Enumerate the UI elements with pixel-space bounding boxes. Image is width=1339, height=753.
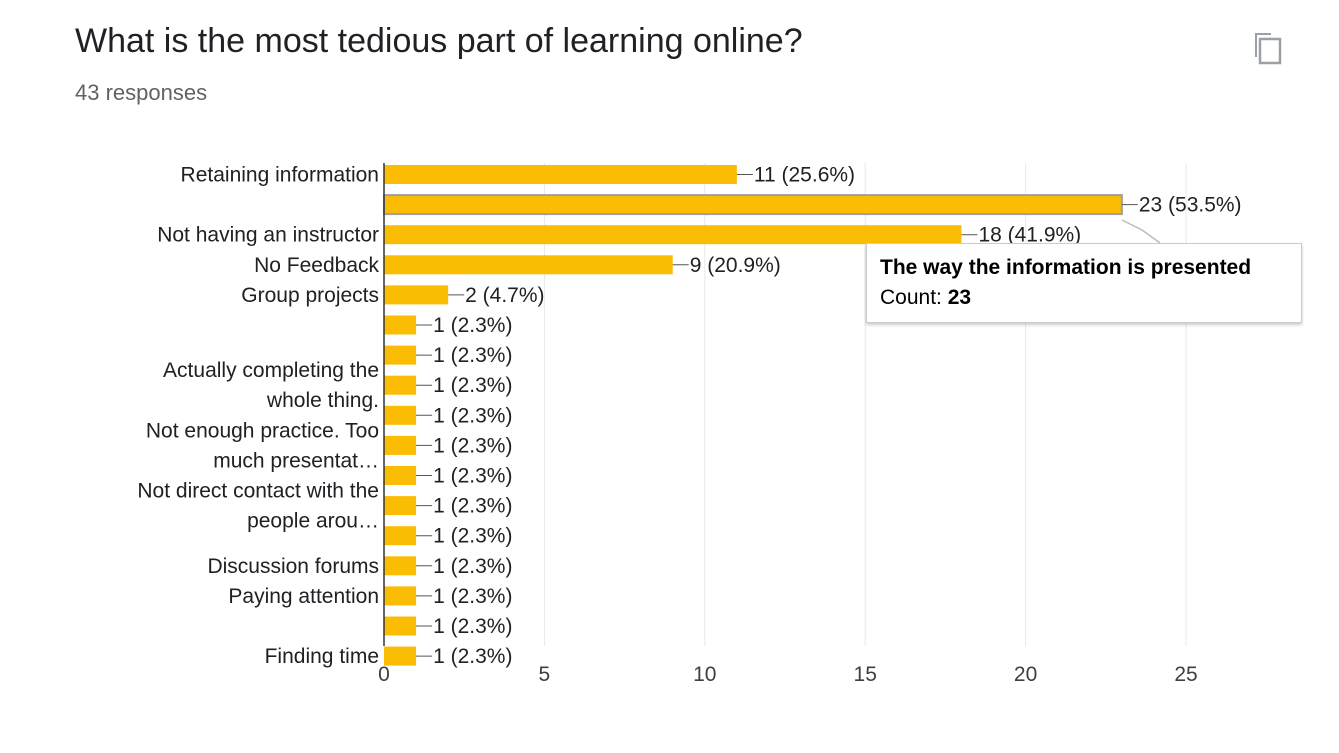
bar xyxy=(384,556,417,576)
category-label: Actually completing the xyxy=(163,359,379,382)
bar xyxy=(384,466,417,485)
bar xyxy=(384,646,417,666)
category-label: whole thing. xyxy=(266,389,379,412)
tooltip-count-value: 23 xyxy=(947,286,972,309)
page-title: What is the most tedious part of learnin… xyxy=(75,22,803,60)
data-label: 18 (41.9%) xyxy=(978,224,1081,247)
bar xyxy=(384,315,417,335)
bar xyxy=(384,165,737,184)
copy-icon xyxy=(1255,33,1282,65)
data-label: 1 (2.3%) xyxy=(433,645,512,668)
x-tick-label: 5 xyxy=(539,663,551,686)
bar xyxy=(384,616,417,636)
category-label: people arou… xyxy=(247,510,379,533)
category-label: Not having an instructor xyxy=(157,224,379,247)
category-label: Finding time xyxy=(265,645,379,668)
data-label: 1 (2.3%) xyxy=(433,404,512,427)
x-tick-label: 10 xyxy=(693,663,716,686)
bar xyxy=(384,285,449,305)
data-label: 1 (2.3%) xyxy=(433,465,512,488)
x-tick-label: 15 xyxy=(854,663,877,686)
category-label: Not direct contact with the xyxy=(137,480,379,503)
x-tick-label: 20 xyxy=(1014,663,1037,686)
bar xyxy=(384,225,962,245)
bar xyxy=(384,496,417,516)
data-label: 1 (2.3%) xyxy=(433,615,512,638)
data-label: 23 (53.5%) xyxy=(1139,194,1242,217)
bar xyxy=(384,405,417,425)
data-label: 1 (2.3%) xyxy=(433,555,512,578)
bar xyxy=(384,435,417,455)
bar xyxy=(383,194,1123,216)
bar xyxy=(384,586,417,606)
category-label: Group projects xyxy=(241,284,379,307)
bar xyxy=(384,526,417,546)
data-label: 9 (20.9%) xyxy=(690,254,781,277)
tooltip-count: Count: 23 xyxy=(880,286,1288,310)
category-label: much presentat… xyxy=(213,449,379,472)
x-tick-label: 25 xyxy=(1174,663,1197,686)
data-label: 2 (4.7%) xyxy=(465,284,544,307)
copy-chart-button[interactable] xyxy=(1250,28,1286,68)
response-count: 43 responses xyxy=(75,80,208,105)
category-label: Paying attention xyxy=(228,585,379,608)
bar xyxy=(384,345,417,365)
tooltip-pointer xyxy=(1121,219,1161,244)
category-label: No Feedback xyxy=(254,254,379,277)
chart-tooltip: The way the information is presented Cou… xyxy=(866,243,1302,323)
tooltip-title: The way the information is presented xyxy=(880,256,1252,279)
data-label: 1 (2.3%) xyxy=(433,344,512,367)
data-label: 1 (2.3%) xyxy=(433,495,512,518)
bar xyxy=(384,375,417,395)
data-label: 11 (25.6%) xyxy=(754,164,855,187)
data-label: 1 (2.3%) xyxy=(433,434,512,457)
category-label: Retaining information xyxy=(181,164,379,187)
data-label: 1 (2.3%) xyxy=(433,314,512,337)
bar xyxy=(384,255,673,275)
category-label: Discussion forums xyxy=(207,555,379,578)
data-label: 1 (2.3%) xyxy=(433,585,512,608)
x-tick-label: 0 xyxy=(378,663,390,686)
data-label: 1 (2.3%) xyxy=(433,525,512,548)
data-label: 1 (2.3%) xyxy=(433,374,512,397)
tooltip-count-label: Count: xyxy=(880,286,948,309)
category-label: Not enough practice. Too xyxy=(146,419,379,442)
